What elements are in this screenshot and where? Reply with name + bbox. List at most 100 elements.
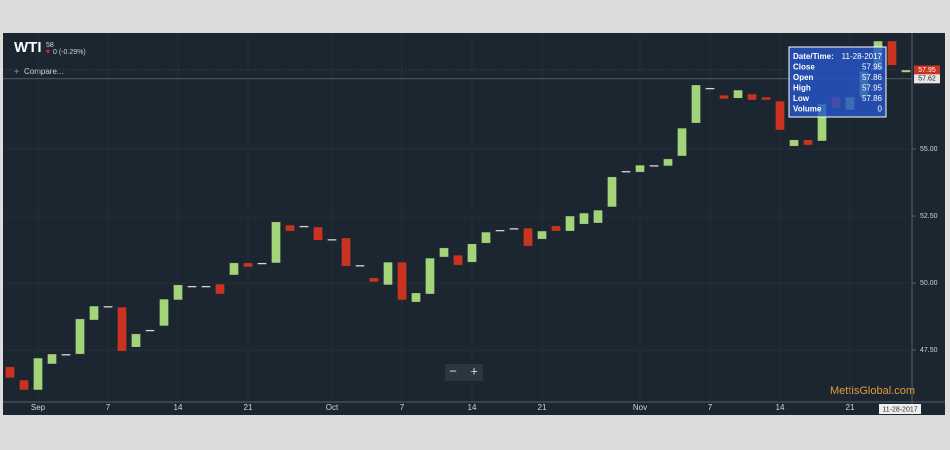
candle-body [75,318,85,355]
zoom-out[interactable]: − [449,363,457,378]
change: 0 (-0.29%) [53,49,86,56]
tooltip-label: Low [793,94,810,103]
x-tick-label: 14 [468,403,477,412]
candle-body [257,262,267,265]
x-tick-label: 7 [400,403,405,412]
candle-body [271,221,281,264]
candle-body [621,170,631,173]
candle-body [187,285,197,288]
plot: 47.50 50.00 52.50 55.00 Sep 7 14 21 Oct 7 14 21 Nov 7… [3,33,940,412]
candle-body [313,226,323,241]
tooltip-label: Open [793,73,814,82]
candle-body [229,262,239,276]
candle-body [117,306,127,352]
candle-body [887,40,897,66]
candle-body [411,292,421,303]
price-tag: 57.62 [918,76,936,83]
tooltip-box [788,46,887,118]
candle-body [397,261,407,301]
candle-body [719,95,729,100]
candle-body [551,225,561,232]
candle-body [5,366,15,379]
tooltip-value: 11-28-2017 [842,52,883,61]
tooltip-value: 57.86 [862,94,883,103]
y-tick-label: 47.50 [920,347,938,354]
candle-body [593,209,603,224]
candle-body [145,329,155,332]
x-tick-label: 21 [244,403,253,412]
candle-body [425,257,435,295]
candle-body [761,96,771,101]
candle-body [901,69,911,73]
candle-body [19,379,29,391]
candle-body [383,261,393,286]
candle-body [299,225,309,228]
candle-body [705,87,715,90]
price: 58 [46,42,54,49]
tooltip-label: Date/Time: [793,52,834,61]
tooltip-label: Close [793,63,815,72]
symbol: WTI [14,39,42,56]
x-tick-label: 14 [174,403,183,412]
candle-body [103,305,113,308]
candle-body [201,285,211,288]
tooltip-label: High [793,84,811,93]
candle-body [607,176,617,208]
x-tick-label: Oct [326,403,339,412]
x-tick-label: Sep [31,403,46,412]
zoom-box [445,364,483,381]
candle-body [439,247,449,258]
candle-body [33,357,43,391]
tooltip-label: Volume [793,105,822,114]
candle-body [537,230,547,240]
candle-body [369,277,379,283]
candle-body [789,139,799,147]
price-tag-box [914,65,940,75]
down-arrow [46,50,50,54]
candle-body [243,262,253,268]
candle-body [649,164,659,167]
candle-body [565,215,575,232]
tooltip-value: 57.95 [862,84,883,93]
tooltip-value: 57.95 [862,63,883,72]
y-tick-label: 52.50 [920,213,938,220]
price-tag: 57.95 [918,67,936,74]
date-tag: 11-28-2017 [882,406,917,413]
x-tick-label: 7 [106,403,111,412]
candle-body [467,243,477,263]
tooltip-value: 57.86 [862,73,883,82]
candle-body [509,227,519,230]
y-tick-label: 50.00 [920,280,938,287]
candle-body [523,227,533,247]
compare-button[interactable]: Compare... [24,67,64,76]
x-tick-label: 14 [776,403,785,412]
compare-plus[interactable]: + [14,66,19,76]
candle-body [579,212,589,225]
candle-body [663,158,673,167]
tooltip: Date/Time: 11-28-2017 Close 57.95 Open 57.86 H… [788,46,887,118]
candle-body [285,224,295,232]
candle-body [355,264,365,267]
x-tick-label: 21 [538,403,547,412]
candle-body [803,139,813,146]
tooltip-value: 0 [878,105,883,114]
candle-body [131,333,141,348]
zoom-in[interactable]: + [470,363,478,378]
candle-body [89,305,99,321]
candle-body [677,127,687,157]
candle-body [635,164,645,173]
candle-body [733,89,743,99]
candle-body [159,298,169,327]
candle-body [173,284,183,301]
price-tag-box [914,74,940,84]
candle-body [775,100,785,131]
x-tick-label: 21 [846,403,855,412]
candle-body [341,237,351,267]
date-tag-box [879,404,921,414]
candle-body [495,229,505,232]
y-tick-label: 55.00 [920,146,938,153]
candle-body [747,93,757,101]
candle-body [481,231,491,244]
x-tick-label: 7 [708,403,713,412]
